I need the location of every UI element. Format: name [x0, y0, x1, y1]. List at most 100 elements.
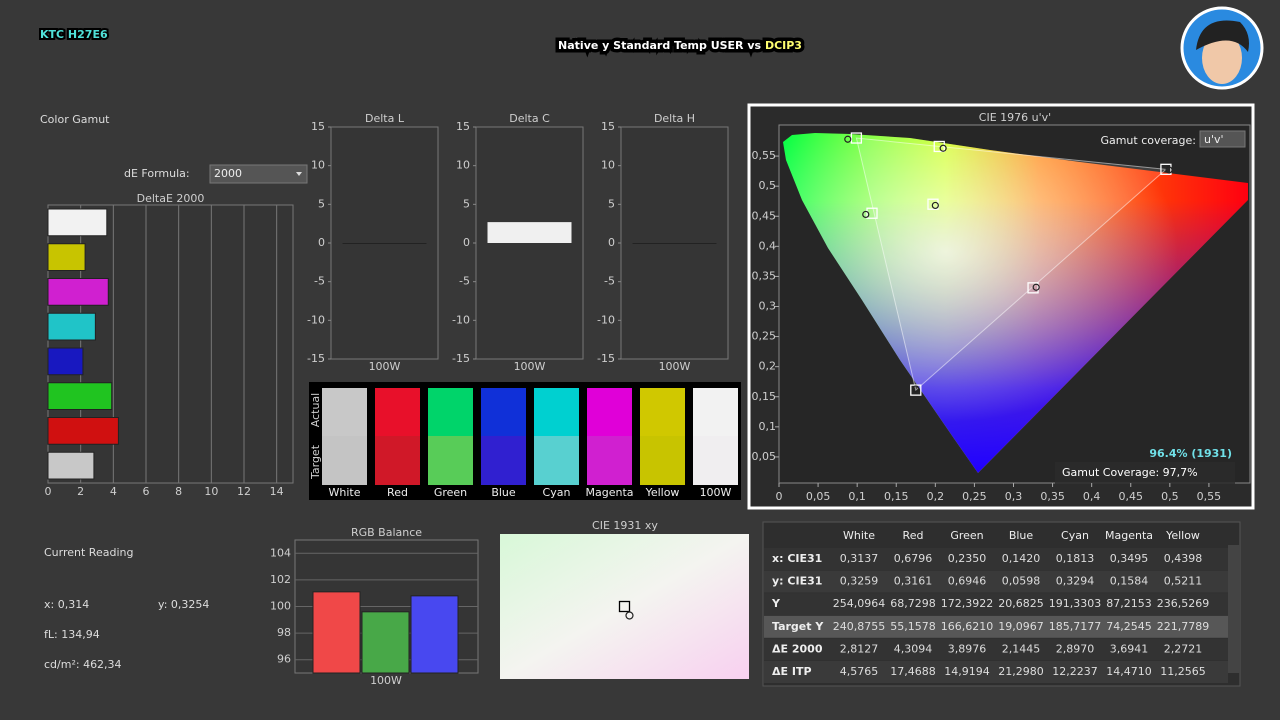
bar: [47, 312, 96, 341]
y-tick-label: 15: [311, 120, 325, 133]
target-point: [1027, 282, 1039, 294]
column-header: Yellow: [1165, 529, 1200, 542]
table-cell: 68,7298: [890, 597, 936, 610]
x-tick-label: 100W: [370, 674, 402, 687]
swatch-target: [587, 436, 632, 485]
target-point: [933, 140, 945, 153]
y-tick-label: 15: [456, 120, 470, 133]
bar: [47, 243, 86, 271]
y-tick-label: 0: [318, 236, 325, 249]
bar: [410, 595, 459, 674]
y-tick-label: -10: [452, 313, 470, 326]
y-tick-label: 0,15: [752, 390, 777, 403]
chart-title: Delta L: [365, 112, 405, 125]
table-cell: 17,4688: [890, 665, 936, 678]
y-tick-label: 0,55: [752, 149, 777, 162]
y-tick-label: 102: [270, 573, 291, 586]
coverage-dropdown[interactable]: [1199, 130, 1246, 148]
column-header: Green: [950, 529, 983, 542]
y-tick-label: 5: [608, 197, 615, 210]
table-cell: 14,4710: [1106, 665, 1152, 678]
column-header: Red: [903, 529, 924, 542]
bar: [47, 451, 95, 480]
measured-point: [1032, 283, 1040, 291]
coverage-1931: 96.4% (1931): [1149, 447, 1232, 460]
scrollbar[interactable]: [1228, 545, 1240, 673]
table-row: [764, 593, 1228, 616]
table-cell: 2,8970: [1056, 642, 1095, 655]
y-tick-label: -5: [604, 275, 615, 288]
swatch-actual: [428, 388, 473, 436]
x-tick-label: 0,25: [962, 490, 987, 503]
chart-title: CIE 1931 xy: [592, 519, 658, 532]
x-tick-label: 0,05: [806, 490, 831, 503]
y-tick-label: -10: [597, 313, 615, 326]
swatch-target: [534, 436, 579, 485]
y-tick-label: 5: [318, 197, 325, 210]
y-tick-label: -15: [452, 352, 470, 365]
column-header: White: [843, 529, 875, 542]
target-point: [866, 207, 878, 219]
table-row: [764, 661, 1228, 683]
bar: [47, 347, 84, 376]
bar: [487, 222, 572, 243]
measured-point: [912, 385, 920, 393]
swatch-label: Green: [434, 486, 467, 499]
y-tick-label: 0,05: [752, 450, 777, 463]
formula-dropdown[interactable]: [209, 164, 308, 184]
x-tick-label: 0,2: [927, 490, 945, 503]
coverage-box: [1055, 462, 1235, 484]
target-point: [850, 132, 863, 144]
table-cell: 236,5269: [1157, 597, 1210, 610]
table-cell: 0,3495: [1110, 552, 1149, 565]
y-tick-label: 10: [456, 159, 470, 172]
headline-main: Native y Standard Temp USER vs: [558, 39, 761, 52]
x-tick-label: 10: [204, 485, 218, 498]
row-label: Target Y: [772, 620, 824, 633]
swatch-actual: [375, 388, 420, 436]
avatar-hair: [1196, 20, 1249, 52]
swatch-label: 100W: [700, 486, 732, 499]
locus-white: [783, 133, 1248, 473]
y-tick-label: 10: [311, 159, 325, 172]
y-tick-label: 96: [277, 653, 291, 666]
x-tick-label: 2: [77, 485, 84, 498]
x-tick-label: 0,45: [1119, 490, 1144, 503]
table-cell: 172,3922: [941, 597, 994, 610]
x-tick-label: 8: [175, 485, 182, 498]
y-tick-label: -15: [597, 352, 615, 365]
y-tick-label: 0,3: [759, 300, 777, 313]
table-cell: 21,2980: [998, 665, 1044, 678]
table-cell: 254,0964: [833, 597, 886, 610]
swatch-target: [693, 436, 738, 485]
row-label: ΔE 2000: [772, 642, 823, 655]
x-tick-label: 0,1: [848, 490, 866, 503]
x-tick-label: 0,3: [1005, 490, 1023, 503]
bar: [632, 243, 717, 244]
x-tick-label: 0,4: [1083, 490, 1101, 503]
y-tick-label: 0,5: [759, 179, 777, 192]
table-cell: 191,3303: [1049, 597, 1102, 610]
bar: [312, 591, 361, 674]
table-cell: 0,3137: [840, 552, 879, 565]
table-cell: 0,1584: [1110, 575, 1149, 588]
y-tick-label: -5: [314, 275, 325, 288]
table-cell: 0,3294: [1056, 575, 1095, 588]
table-cell: 19,0967: [998, 620, 1044, 633]
swatch-label: Yellow: [645, 486, 680, 499]
y-tick-label: 0,1: [759, 420, 777, 433]
y-tick-label: 0: [608, 236, 615, 249]
y-tick-label: -5: [459, 275, 470, 288]
y-tick-label: -15: [307, 352, 325, 365]
coverage-label: Gamut coverage:: [1100, 134, 1196, 147]
table-cell: 0,1420: [1002, 552, 1041, 565]
gamut-coverage: Gamut Coverage: 97,7%: [1062, 466, 1198, 479]
bar: [342, 243, 427, 244]
swatch-target: [640, 436, 685, 485]
reading-y: y: 0,3254: [158, 598, 209, 611]
swatch-actual: [534, 388, 579, 436]
y-tick-label: 104: [270, 546, 291, 559]
y-tick-label: 10: [601, 159, 615, 172]
spectral-locus: [783, 133, 1248, 473]
y-tick-label: 15: [601, 120, 615, 133]
